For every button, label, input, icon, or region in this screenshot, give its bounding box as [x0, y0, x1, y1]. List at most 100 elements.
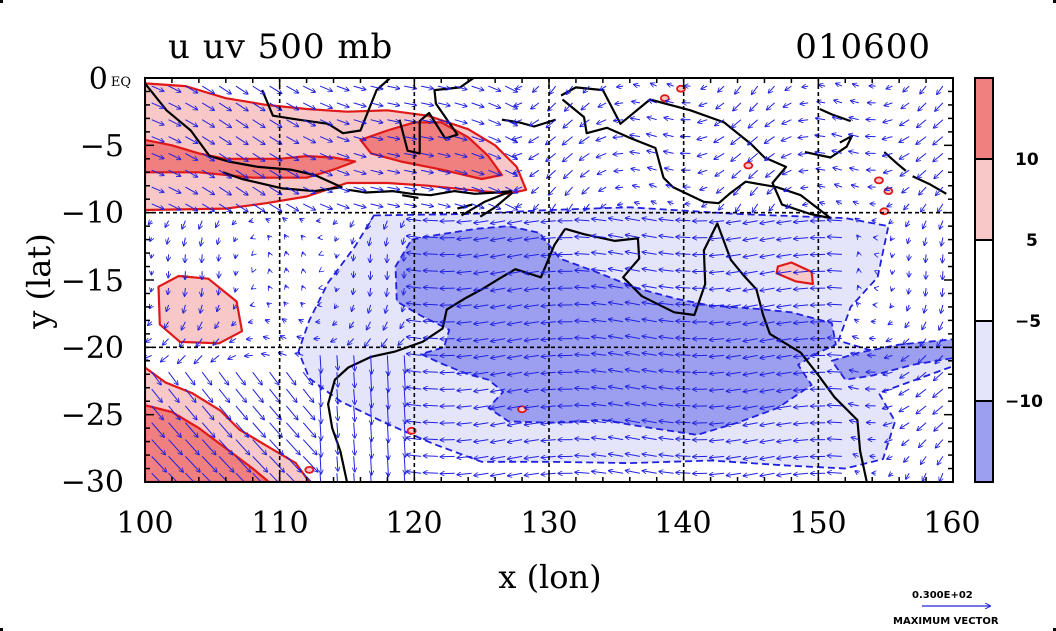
- wind-vector: [150, 238, 152, 241]
- wind-vector: [769, 85, 775, 93]
- wind-vector: [525, 339, 539, 341]
- wind-vector: [420, 120, 433, 123]
- wind-vector: [917, 119, 927, 128]
- wind-vector: [354, 405, 355, 421]
- wind-vector: [233, 221, 236, 225]
- wind-vector: [168, 288, 169, 294]
- wind-vector: [835, 184, 843, 187]
- wind-vector: [336, 85, 349, 90]
- wind-vector: [668, 84, 674, 86]
- wind-vector: [286, 119, 298, 127]
- wind-vector: [777, 322, 792, 324]
- wind-vector: [266, 320, 270, 322]
- wind-vector: [905, 321, 909, 328]
- wind-vector: [794, 254, 809, 255]
- vector-legend-value: 0.300E+02: [912, 590, 973, 601]
- wind-vector: [934, 169, 944, 178]
- wind-vector: [676, 321, 691, 322]
- wind-vector: [201, 186, 214, 194]
- wind-vector: [777, 271, 792, 273]
- y-axis-label: y (lat): [20, 233, 58, 329]
- wind-vector: [286, 252, 287, 255]
- wind-vector: [900, 405, 910, 412]
- wind-vector: [351, 220, 354, 227]
- wind-vector: [424, 338, 438, 339]
- wind-vector: [457, 423, 472, 425]
- wind-vector: [286, 388, 296, 402]
- wind-vector: [387, 456, 388, 476]
- wind-vector: [424, 355, 438, 356]
- wind-vector: [744, 322, 758, 325]
- wind-vector: [828, 388, 842, 389]
- wind-vector: [336, 288, 337, 291]
- wind-vector: [508, 322, 523, 325]
- wind-vector: [935, 355, 944, 363]
- wind-vector: [387, 439, 388, 460]
- wind-vector: [582, 186, 590, 194]
- wind-vector: [199, 220, 202, 229]
- wind-vector: [218, 422, 231, 437]
- wind-vector: [777, 456, 792, 458]
- wind-vector: [934, 422, 944, 431]
- contour-region: [830, 338, 953, 381]
- wind-vector: [731, 136, 742, 145]
- wind-vector: [710, 271, 725, 273]
- colorbar-box-5: [975, 401, 993, 482]
- wind-vector: [892, 288, 893, 291]
- vector-legend-label: MAXIMUM VECTOR: [893, 616, 999, 627]
- wind-vector: [218, 186, 231, 195]
- wind-vector: [710, 221, 725, 223]
- wind-vector: [906, 472, 909, 479]
- wind-vector: [201, 136, 214, 144]
- wind-vector: [710, 372, 725, 374]
- wind-vector: [491, 389, 506, 392]
- wind-vector: [609, 269, 624, 272]
- wind-vector: [901, 102, 910, 109]
- wind-vector: [302, 439, 317, 455]
- wind-vector: [370, 288, 371, 296]
- wind-vector: [777, 423, 792, 425]
- wind-vector: [424, 321, 438, 322]
- wind-vector: [441, 473, 455, 474]
- wind-vector: [731, 153, 742, 161]
- wind-vector: [921, 203, 927, 212]
- wind-vector: [235, 288, 236, 292]
- wind-vector: [617, 86, 624, 87]
- wind-vector: [648, 168, 657, 171]
- coastline: [804, 134, 854, 159]
- wind-vector: [161, 355, 169, 361]
- wind-vector: [626, 454, 640, 457]
- wind-vector: [457, 254, 472, 256]
- wind-vector: [267, 303, 269, 305]
- wind-vector: [437, 187, 450, 190]
- wind-vector: [760, 423, 775, 426]
- wind-vector: [218, 371, 228, 384]
- wind-vector: [643, 437, 657, 440]
- wind-vector: [609, 286, 624, 289]
- wind-vector: [937, 85, 944, 94]
- wind-vector: [517, 204, 523, 207]
- wind-vector: [283, 319, 287, 322]
- wind-vector: [168, 169, 181, 176]
- wind-vector: [149, 221, 152, 225]
- wind-vector: [404, 389, 405, 406]
- wind-vector: [939, 321, 944, 330]
- wind-vector: [525, 271, 539, 273]
- wind-vector: [471, 152, 484, 157]
- wind-vector: [336, 203, 349, 208]
- wind-vector: [853, 84, 859, 86]
- wind-vector: [508, 221, 523, 224]
- wind-vector: [765, 136, 775, 144]
- wind-vector: [942, 254, 943, 262]
- wind-vector: [269, 253, 270, 255]
- wind-vector: [659, 354, 674, 356]
- wind-vector: [320, 439, 321, 457]
- wind-vector: [387, 372, 388, 392]
- wind-vector: [201, 405, 213, 420]
- wind-vector: [592, 404, 607, 406]
- wind-vector: [269, 119, 282, 127]
- wind-vector: [592, 471, 607, 473]
- wind-vector: [727, 221, 741, 223]
- wind-vector: [384, 321, 388, 330]
- wind-vector: [916, 136, 927, 145]
